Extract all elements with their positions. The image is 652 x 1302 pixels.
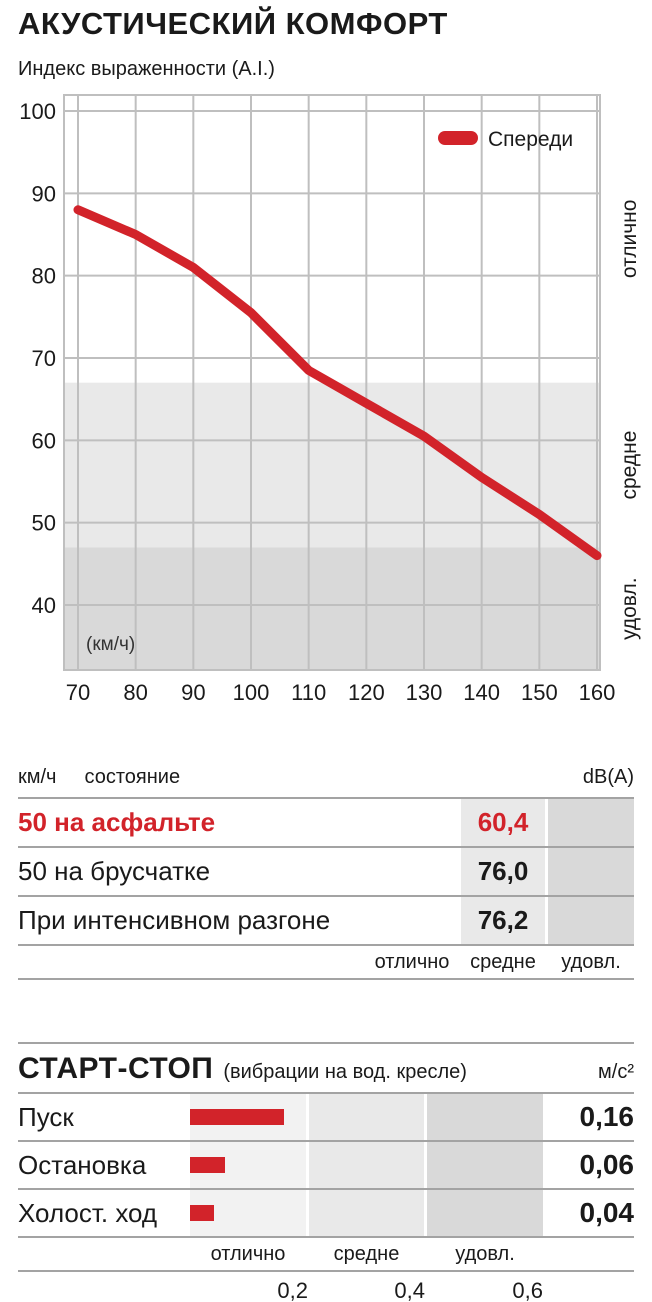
noise-value: 60,4	[477, 807, 529, 837]
rating-label-average: средне	[333, 1242, 400, 1265]
rating-cell-average: 60,4	[461, 799, 545, 846]
rating-cell-satisfactory	[548, 799, 634, 846]
ratings-spacer	[18, 946, 366, 978]
startstop-rating-labels: отлично средне удовл.	[18, 1238, 634, 1272]
y-tick-label: 80	[32, 264, 56, 289]
row-label: 50 на брусчатке	[18, 856, 211, 886]
startstop-value: 0,06	[579, 1149, 635, 1180]
rating-label-average: средне	[470, 950, 536, 973]
startstop-axis: 0,2 0,4 0,6	[18, 1272, 634, 1302]
y-tick-label: 90	[32, 181, 56, 206]
rating-label-excellent: отлично	[210, 1242, 286, 1265]
x-unit-label: (км/ч)	[86, 634, 135, 655]
zone-band	[64, 95, 600, 383]
axis-tick-label: 0,6	[512, 1278, 543, 1302]
legend-swatch	[438, 131, 478, 145]
rating-cell-satisfactory	[548, 897, 634, 944]
startstop-bar	[190, 1205, 214, 1221]
zone-label: удовл.	[618, 577, 641, 640]
rating-cell-average: 76,2	[461, 897, 545, 944]
startstop-title: СТАРТ-СТОП	[18, 1052, 214, 1085]
zone-band	[64, 382, 600, 548]
zone-cell-average	[309, 1142, 424, 1188]
table-row-asphalt: 50 на асфальте 60,4	[18, 799, 634, 848]
noise-level-table: км/ч состояние dB(A) 50 на асфальте 60,4…	[18, 766, 634, 980]
chart-subtitle: Индекс выраженности (A.I.)	[18, 58, 275, 80]
y-tick-label: 70	[32, 346, 56, 371]
header-state-label: состояние	[84, 766, 181, 788]
startstop-header: СТАРТ-СТОП (вибрации на вод. кресле) м/с…	[18, 1042, 634, 1092]
zone-cell-satisfactory	[427, 1190, 543, 1236]
startstop-zone-track	[190, 1142, 543, 1188]
noise-table-header: км/ч состояние dB(A)	[18, 766, 634, 797]
x-tick-label: 70	[66, 680, 90, 705]
x-tick-label: 120	[348, 680, 385, 705]
startstop-section: СТАРТ-СТОП (вибрации на вод. кресле) м/с…	[18, 1042, 634, 1302]
header-db-unit: dB(A)	[582, 766, 634, 788]
zone-label: отлично	[618, 200, 641, 279]
zone-cell-average	[309, 1190, 424, 1236]
rating-cell-average: 76,0	[461, 848, 545, 895]
noise-value: 76,0	[477, 856, 529, 886]
startstop-row-start: Пуск 0,16	[18, 1092, 634, 1140]
y-tick-label: 60	[32, 428, 56, 453]
startstop-row-stop: Остановка 0,06	[18, 1140, 634, 1188]
noise-value: 76,2	[477, 905, 529, 935]
row-label: При интенсивном разгоне	[18, 905, 331, 935]
ratings-spacer	[18, 1238, 190, 1270]
x-tick-label: 150	[521, 680, 558, 705]
x-tick-label: 140	[463, 680, 500, 705]
x-tick-label: 110	[291, 680, 326, 705]
header-speed-unit: км/ч	[18, 766, 57, 788]
startstop-rows: Пуск 0,16 Остановка 0,06	[18, 1092, 634, 1238]
y-tick-label: 40	[32, 593, 56, 618]
y-tick-label: 50	[32, 511, 56, 536]
series-line-front	[73, 205, 602, 561]
noise-table-body: 50 на асфальте 60,4 50 на брусчатке 76,0…	[18, 797, 634, 946]
axis-tick-label: 0,2	[277, 1278, 308, 1302]
rating-labels-row: отлично средне удовл.	[18, 946, 634, 980]
startstop-value: 0,16	[579, 1101, 635, 1132]
startstop-bar	[190, 1157, 225, 1173]
plot-border	[63, 94, 601, 671]
startstop-row-label: Пуск	[18, 1101, 74, 1132]
rating-label-excellent: отлично	[374, 950, 450, 973]
startstop-zone-track	[190, 1190, 543, 1236]
zone-label: средне	[618, 431, 641, 500]
page-title: АКУСТИЧЕСКИЙ КОМФОРТ	[18, 6, 448, 41]
table-row-acceleration: При интенсивном разгоне 76,2	[18, 897, 634, 946]
acoustic-chart-svg: отлично средне удовл. 70 80 90 100 110 120 130 140…	[19, 94, 641, 705]
x-tick-label: 100	[233, 680, 270, 705]
startstop-bar	[190, 1109, 284, 1125]
zone-cell-satisfactory	[427, 1094, 543, 1140]
y-tick-label: 100	[19, 99, 56, 124]
rating-label-satisfactory: удовл.	[455, 1242, 515, 1265]
row-label: 50 на асфальте	[18, 807, 216, 837]
startstop-value: 0,04	[579, 1197, 635, 1228]
x-tick-label: 90	[181, 680, 205, 705]
startstop-zone-track	[190, 1094, 543, 1140]
rating-label-satisfactory: удовл.	[561, 950, 621, 973]
rating-cell-excellent	[366, 848, 458, 895]
startstop-row-label: Остановка	[18, 1149, 147, 1180]
startstop-unit: м/с²	[598, 1061, 634, 1083]
rating-cell-excellent	[366, 799, 458, 846]
startstop-row-idle: Холост. ход 0,04	[18, 1188, 634, 1236]
startstop-subtitle: (вибрации на вод. кресле)	[223, 1061, 467, 1083]
table-row-cobblestone: 50 на брусчатке 76,0	[18, 848, 634, 897]
x-tick-label: 80	[123, 680, 147, 705]
x-tick-label: 130	[406, 680, 443, 705]
zone-cell-satisfactory	[427, 1142, 543, 1188]
rating-cell-satisfactory	[548, 848, 634, 895]
axis-tick-label: 0,4	[394, 1278, 425, 1302]
rating-cell-excellent	[366, 897, 458, 944]
zone-band	[64, 547, 600, 670]
legend-label: Спереди	[488, 128, 573, 151]
zone-cell-average	[309, 1094, 424, 1140]
startstop-row-label: Холост. ход	[18, 1197, 158, 1228]
x-tick-label: 160	[579, 680, 616, 705]
